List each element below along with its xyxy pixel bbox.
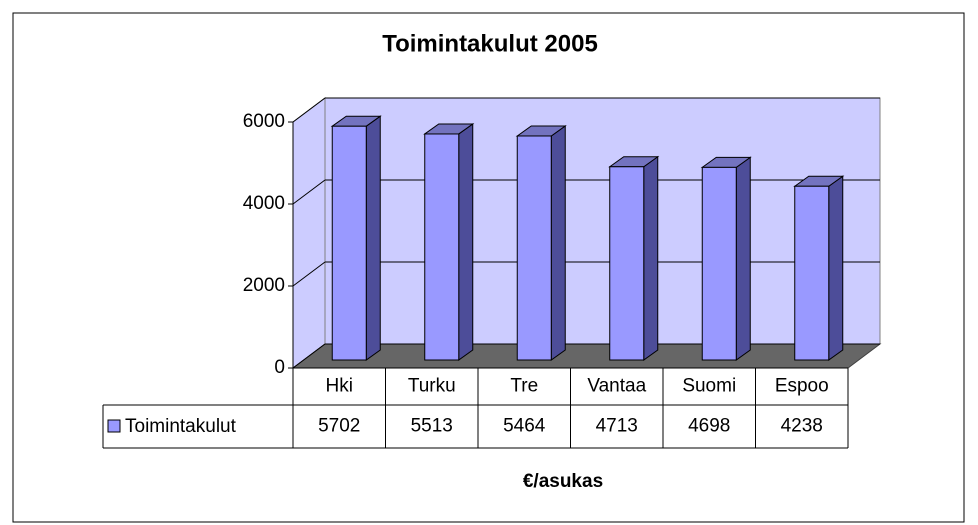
x-axis-label: €/asukas	[523, 471, 603, 492]
bar	[424, 133, 460, 361]
x-tick-label: Espoo	[775, 376, 829, 397]
grid-line	[292, 179, 326, 205]
bar	[609, 166, 645, 361]
y-tick-label: 0	[274, 357, 285, 378]
x-tick-label: Vantaa	[587, 376, 646, 397]
bar-side	[365, 115, 381, 361]
table-value: 4238	[781, 416, 823, 437]
bar-side	[643, 155, 659, 361]
bar	[794, 185, 830, 361]
x-tick-label: Turku	[408, 376, 456, 397]
table-value: 5702	[318, 416, 360, 437]
y-tick-label: 4000	[243, 193, 285, 214]
table-value: 5513	[411, 416, 453, 437]
bar	[516, 135, 552, 361]
bar	[701, 166, 737, 361]
legend-swatch	[107, 419, 121, 433]
x-tick-label: Hki	[326, 376, 353, 397]
y-tick-label: 6000	[243, 111, 285, 132]
table-value: 4713	[596, 416, 638, 437]
x-tick-label: Tre	[510, 376, 538, 397]
grid-line	[292, 261, 326, 287]
x-tick-label: Suomi	[682, 376, 736, 397]
bar-side	[458, 122, 474, 361]
grid-line	[292, 97, 326, 123]
y-tick-label: 2000	[243, 275, 285, 296]
chart-title: Toimintakulut 2005	[382, 30, 598, 57]
bar-side	[828, 175, 844, 361]
bar-side	[735, 156, 751, 361]
table-value: 4698	[688, 416, 730, 437]
side-wall	[292, 97, 326, 369]
grid-line	[292, 343, 326, 369]
bar	[331, 125, 367, 361]
floor	[291, 343, 882, 369]
legend-label: Toimintakulut	[125, 416, 237, 437]
table-value: 5464	[503, 416, 546, 437]
bar-side	[550, 125, 566, 361]
